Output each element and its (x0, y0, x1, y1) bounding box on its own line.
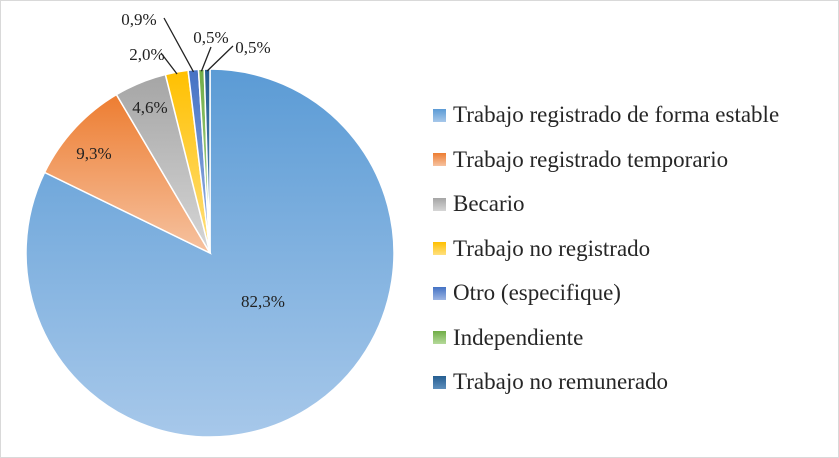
legend-item: Otro (especifique) (433, 271, 833, 316)
legend-item: Trabajo registrado temporario (433, 138, 833, 183)
legend-label: Trabajo no registrado (453, 235, 651, 261)
legend-label: Becario (453, 191, 525, 217)
slice-label: 4,6% (132, 98, 167, 117)
legend-swatch (433, 375, 446, 389)
legend-item: Trabajo no registrado (433, 227, 833, 272)
legend-swatch (433, 286, 446, 300)
legend-swatch (433, 153, 446, 167)
legend-label: Trabajo registrado temporario (453, 146, 729, 172)
leader-line (200, 46, 212, 72)
pie-slices (25, 68, 395, 438)
leader-lines (160, 17, 234, 75)
legend-swatch (433, 242, 446, 256)
legend-swatch (433, 108, 446, 122)
legend: Trabajo registrado de forma estable Trab… (433, 93, 833, 405)
legend-item: Trabajo no remunerado (433, 360, 833, 405)
pie-slice (43, 93, 212, 255)
legend-label: Trabajo no remunerado (453, 369, 669, 395)
slice-label: 82,3% (241, 292, 285, 311)
leader-line (163, 17, 195, 73)
slice-label: 0,5% (193, 28, 228, 47)
legend-item: Becario (433, 182, 833, 227)
legend-label: Trabajo registrado de forma estable (453, 102, 780, 128)
legend-item: Trabajo registrado de forma estable (433, 93, 833, 138)
legend-label: Independiente (453, 324, 584, 350)
leader-line (160, 52, 178, 75)
slice-label: 2,0% (129, 45, 164, 64)
slice-label: 0,5% (235, 38, 270, 57)
legend-swatch (433, 331, 446, 345)
slice-label: 9,3% (76, 144, 111, 163)
legend-item: Independiente (433, 316, 833, 361)
slice-labels: 82,3% 9,3% 4,6% 2,0% 0,9% 0,5% 0,5% (76, 10, 285, 311)
legend-swatch (433, 197, 446, 211)
leader-line (206, 45, 234, 72)
slice-label: 0,9% (121, 10, 156, 29)
legend-label: Otro (especifique) (453, 280, 621, 306)
